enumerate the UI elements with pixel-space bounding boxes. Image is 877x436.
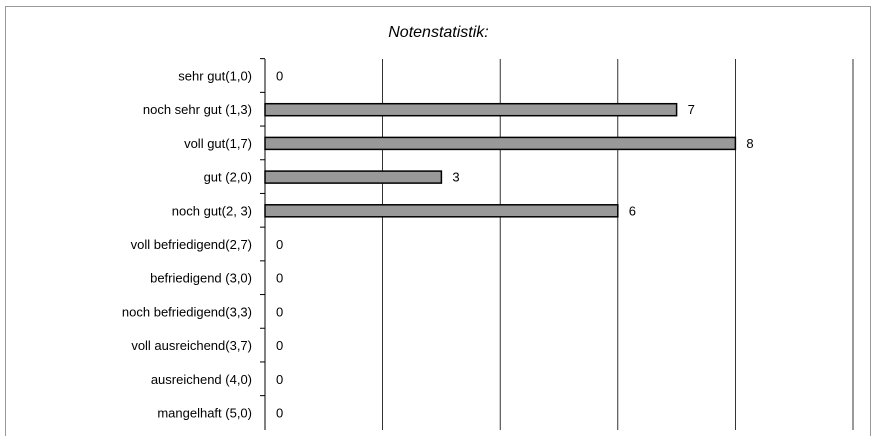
value-label-4: 6: [629, 203, 636, 218]
category-label-10: mangelhaft (5,0): [157, 406, 252, 421]
value-label-6: 0: [276, 271, 283, 286]
value-label-9: 0: [276, 372, 283, 387]
category-label-8: voll ausreichend(3,7): [131, 338, 252, 353]
bar-3: [264, 170, 443, 184]
category-label-3: gut (2,0): [204, 170, 252, 185]
category-label-1: noch sehr gut (1,3): [143, 102, 252, 117]
value-label-2: 8: [746, 136, 753, 151]
category-labels: sehr gut(1,0) noch sehr gut (1,3) voll gut…: [122, 69, 252, 421]
bar-1: [264, 102, 678, 117]
category-label-5: voll befriedigend(2,7): [131, 237, 252, 252]
value-label-1: 7: [688, 102, 695, 117]
value-label-5: 0: [276, 237, 283, 252]
category-label-6: befriedigend (3,0): [150, 271, 252, 286]
chart-title: Notenstatistik:: [388, 24, 489, 41]
chart-frame: [5, 6, 871, 436]
value-label-7: 0: [276, 304, 283, 319]
value-label-0: 0: [276, 69, 283, 84]
value-labels: 0 7 8 3 6 0 0 0 0 0 0: [276, 69, 754, 421]
grid-lines: [382, 59, 854, 430]
category-label-2: voll gut(1,7): [184, 136, 252, 151]
value-label-3: 3: [452, 170, 459, 185]
value-label-10: 0: [276, 406, 283, 421]
value-label-8: 0: [276, 338, 283, 353]
bar-2: [264, 136, 737, 151]
category-label-9: ausreichend (4,0): [151, 372, 252, 387]
category-label-7: noch befriedigend(3,3): [122, 304, 252, 319]
category-label-4: noch gut(2, 3): [172, 203, 252, 218]
bar-4: [264, 204, 619, 218]
bars-group: [260, 58, 737, 397]
category-label-0: sehr gut(1,0): [178, 69, 252, 84]
